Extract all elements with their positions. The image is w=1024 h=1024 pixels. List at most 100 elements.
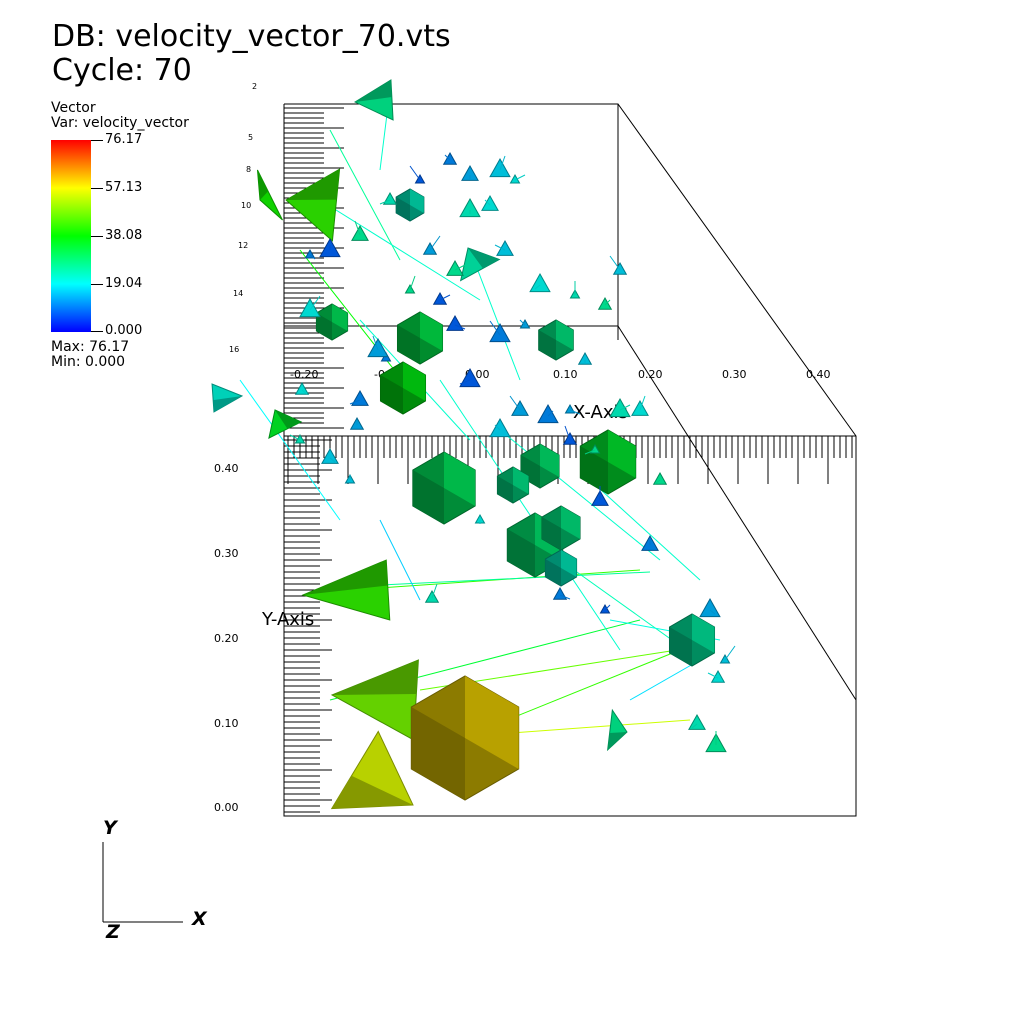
cone-shade [275,410,302,429]
small-glyph-head [351,224,369,241]
small-glyph [564,403,581,415]
x-tick-label: 0.40 [806,368,831,381]
cone-glyph [268,409,303,439]
hexagon-glyph [579,429,637,495]
small-glyph-head [422,241,438,255]
hexagon-facet [412,470,444,524]
small-glyph [474,513,486,524]
small-glyph [319,237,341,258]
small-glyph-head [612,261,628,275]
small-glyph-head [652,471,668,485]
small-glyph-shaft [509,395,521,411]
small-glyph [349,416,365,430]
small-glyph [569,281,581,299]
small-glyph-shaft [484,199,491,206]
y-tick-label: 0.10 [214,717,239,730]
db-title: DB: velocity_vector_70.vts [52,19,451,54]
small-glyph [509,173,526,184]
small-glyph-shaft [707,672,719,679]
small-glyph [459,197,481,218]
vector-line [629,659,701,701]
z-tick-label: 2 [252,82,257,91]
vector-line [379,571,651,586]
small-glyph-head [446,314,464,331]
small-glyph-shaft [709,609,716,615]
small-glyph-shaft [514,174,526,181]
small-glyph [446,314,466,331]
small-glyph-head [489,157,511,178]
y-axis-ruler [284,439,332,813]
small-glyph-head [529,272,551,293]
small-glyph [422,235,441,255]
small-glyph [349,389,369,406]
small-glyph [424,583,440,603]
small-glyph-shaft [559,594,571,600]
cone-glyph [459,247,501,282]
cycle-title: Cycle: 70 [52,53,192,88]
small-glyph-shaft [309,295,321,311]
small-glyph [379,191,398,205]
legend-title: Vector [51,100,96,116]
hexagon-facet [396,197,410,221]
small-glyph-head [481,194,499,211]
x-tick-label: 0.20 [638,368,663,381]
small-glyph [351,220,369,241]
hexagon-facet [444,452,476,506]
small-glyph-shaft [654,479,661,485]
hexagon-facet [520,455,540,488]
x-tick-label: -0.20 [290,368,318,381]
legend-variable: Var: velocity_vector [51,115,189,131]
x-tick-label: 0.10 [553,368,578,381]
small-glyph-shaft [444,154,451,161]
small-glyph-shaft [289,434,301,441]
y-tick-label: 0.30 [214,547,239,560]
hexagon-glyph [379,361,427,415]
hexagon-facet [608,430,636,478]
small-glyph-head [367,337,389,358]
small-glyph-shaft [379,199,391,205]
axis-triad [102,842,183,923]
small-glyph [299,295,321,318]
small-glyph-head [414,173,426,184]
small-glyph [562,425,578,445]
cone-glyph [353,79,394,121]
cone-shade [303,560,388,595]
small-glyph [294,381,310,395]
vector-line [299,249,411,391]
small-glyph-shaft [439,294,451,301]
colorbar-tick [91,140,103,141]
small-glyph-head [459,197,481,218]
small-glyph [641,534,659,551]
hexagon-glyph [496,466,530,504]
small-glyph [304,248,316,260]
cone-glyph [285,168,341,242]
small-glyph-head [489,417,511,438]
vector-line [319,199,481,301]
z-tick-label: 12 [238,241,248,250]
small-glyph-head [351,389,369,406]
small-glyph [459,367,481,388]
triad-x-label: X [191,908,208,930]
small-glyph-head [599,603,611,614]
cone-glyph [301,559,391,621]
small-glyph [367,335,389,358]
colorbar-label-max: 76.17 [105,132,143,147]
z-tick-label: 8 [246,165,251,174]
hexagon-glyph [520,443,560,489]
hexagon-facet [397,325,420,364]
x-axis-title: X-Axis [573,402,628,423]
cone-shade [607,732,627,750]
small-glyph [599,603,611,614]
hexagon-glyph [538,319,574,361]
small-glyph-shaft [372,335,379,351]
small-vector-glyphs [289,151,736,753]
y-tick-label: 0.20 [214,632,239,645]
small-glyph [591,486,609,506]
colorbar-tick [91,236,103,237]
small-glyph-shaft [691,723,698,729]
hexagon-facet [316,313,332,340]
small-glyph [409,165,426,184]
vector-line [379,519,421,601]
hexagon-glyph [668,613,716,667]
vector-line [469,249,521,381]
